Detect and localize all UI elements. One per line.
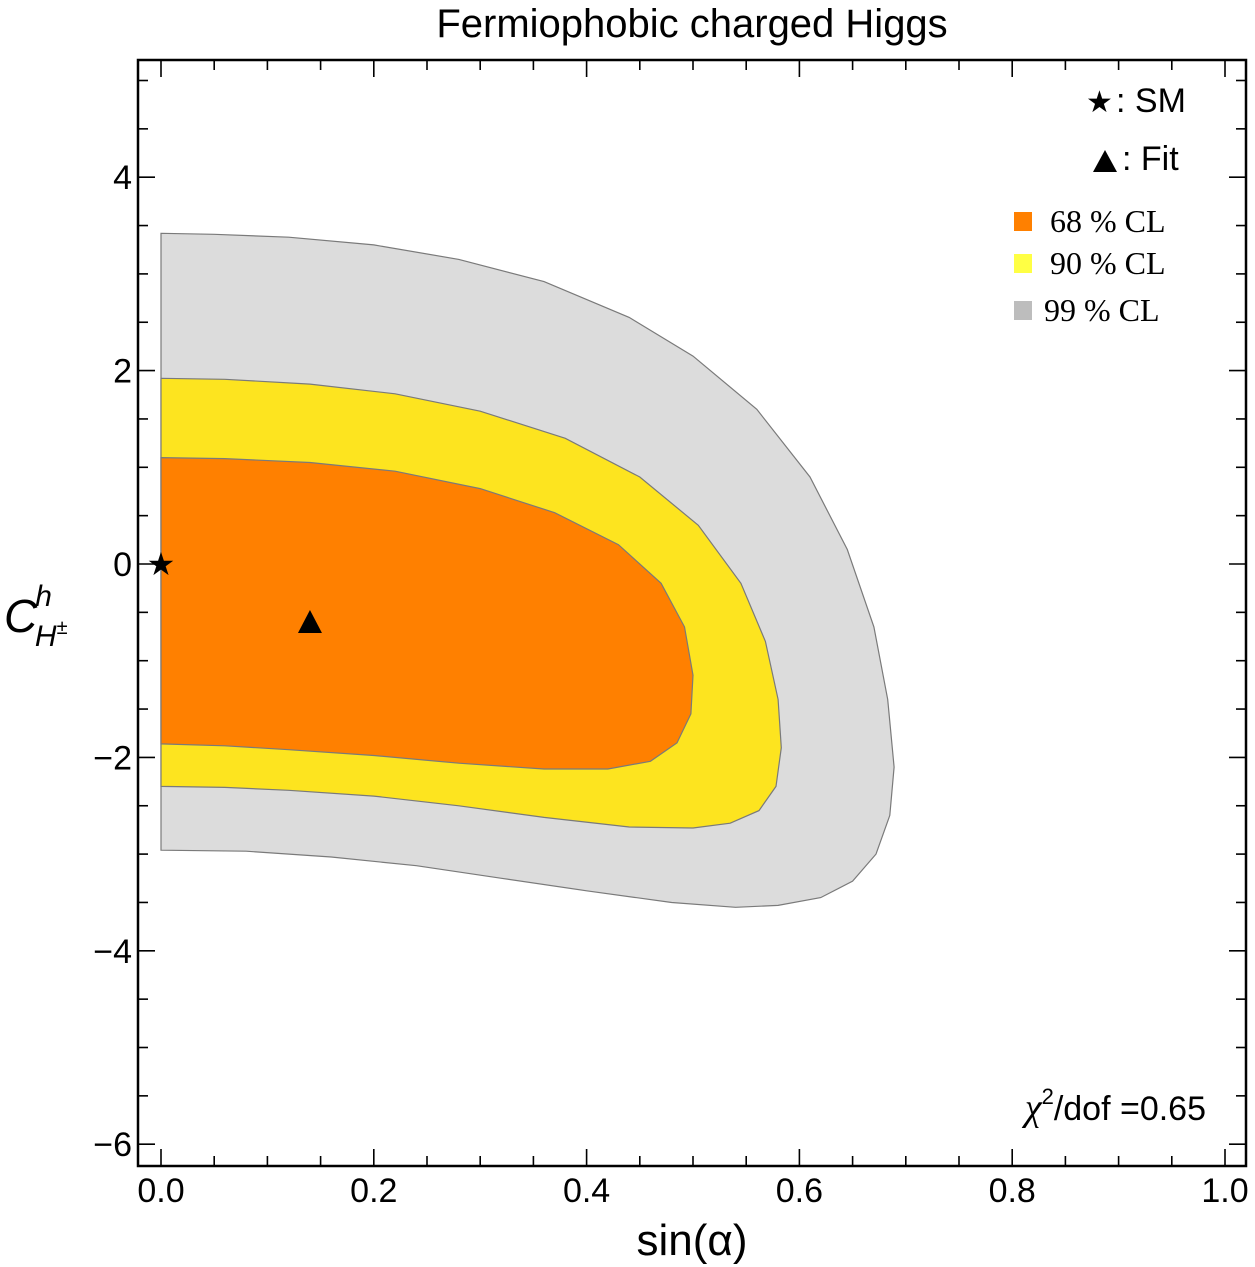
sm-legend-star-icon: ★ bbox=[1086, 86, 1113, 119]
y-tick-label: 0 bbox=[113, 546, 132, 584]
fit-legend-label: : Fit bbox=[1122, 140, 1179, 178]
x-tick-label: 1.0 bbox=[1201, 1172, 1248, 1210]
x-tick-label: 0.2 bbox=[350, 1172, 397, 1210]
legend-swatch-90 bbox=[1014, 254, 1032, 273]
y-tick-label: 2 bbox=[113, 353, 132, 391]
y-tick-label: 4 bbox=[113, 159, 132, 197]
confidence-regions bbox=[160, 232, 895, 908]
legend-label-90: 90 % CL bbox=[1050, 245, 1166, 281]
x-tick-label: 0.4 bbox=[563, 1172, 610, 1210]
tick-labels: 0.0 0.2 0.4 0.6 0.8 1.0 4 2 0 −2 −4 −6 bbox=[93, 159, 1248, 1210]
region-68-cl bbox=[160, 456, 694, 770]
x-tick-label: 0.6 bbox=[776, 1172, 823, 1210]
markers: ★ bbox=[147, 546, 322, 634]
y-axis-label: Ch H± bbox=[4, 580, 68, 653]
x-tick-label: 0.8 bbox=[989, 1172, 1036, 1210]
sm-star-marker: ★ bbox=[147, 546, 176, 582]
fit-triangle-marker bbox=[297, 610, 322, 634]
axis-ticks bbox=[138, 60, 1246, 1166]
legend-swatch-99 bbox=[1014, 301, 1032, 320]
y-tick-label: −6 bbox=[93, 1126, 132, 1164]
sm-legend-label: : SM bbox=[1116, 82, 1186, 120]
plot-frame bbox=[136, 58, 1248, 1168]
legend-label-68: 68 % CL bbox=[1050, 203, 1166, 239]
chi-square-annotation: χ2/dof =0.65 bbox=[1021, 1084, 1206, 1129]
legend-label-99: 99 % CL bbox=[1044, 292, 1160, 328]
fit-legend-triangle-icon bbox=[1093, 150, 1117, 172]
y-tick-label: −4 bbox=[93, 933, 132, 971]
chart-title: Fermiophobic charged Higgs bbox=[436, 2, 947, 46]
x-axis-label: sin(α) bbox=[637, 1216, 748, 1265]
y-tick-label: −2 bbox=[93, 739, 132, 777]
x-tick-label: 0.0 bbox=[137, 1172, 184, 1210]
region-legend: 68 % CL 90 % CL 99 % CL bbox=[1014, 203, 1166, 328]
legend-swatch-68 bbox=[1014, 212, 1032, 231]
marker-legend: ★ : SM : Fit bbox=[1086, 82, 1186, 178]
